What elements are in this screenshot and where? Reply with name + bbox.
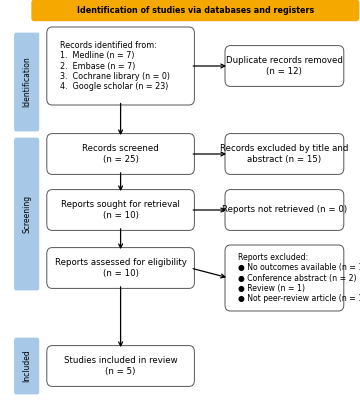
FancyBboxPatch shape: [225, 134, 344, 174]
FancyBboxPatch shape: [14, 138, 39, 290]
FancyBboxPatch shape: [14, 338, 39, 394]
Text: Screening: Screening: [22, 195, 31, 233]
FancyBboxPatch shape: [225, 190, 344, 230]
Text: Reports sought for retrieval
(n = 10): Reports sought for retrieval (n = 10): [61, 200, 180, 220]
FancyBboxPatch shape: [31, 0, 359, 21]
Text: Reports excluded:
● No outcomes available (n = 1)
● Conference abstract (n = 2)
: Reports excluded: ● No outcomes availabl…: [238, 253, 360, 303]
Text: Reports assessed for eligibility
(n = 10): Reports assessed for eligibility (n = 10…: [55, 258, 186, 278]
Text: Records screened
(n = 25): Records screened (n = 25): [82, 144, 159, 164]
Text: Reports not retrieved (n = 0): Reports not retrieved (n = 0): [222, 206, 347, 214]
Text: Duplicate records removed
(n = 12): Duplicate records removed (n = 12): [226, 56, 343, 76]
Text: Identification: Identification: [22, 57, 31, 107]
FancyBboxPatch shape: [47, 134, 194, 174]
FancyBboxPatch shape: [47, 346, 194, 386]
Text: Identification of studies via databases and registers: Identification of studies via databases …: [77, 6, 314, 15]
FancyBboxPatch shape: [14, 33, 39, 131]
FancyBboxPatch shape: [225, 245, 344, 311]
Text: Records identified from:
1.  Medline (n = 7)
2.  Embase (n = 7)
3.  Cochrane lib: Records identified from: 1. Medline (n =…: [60, 41, 170, 91]
FancyBboxPatch shape: [47, 27, 194, 105]
FancyBboxPatch shape: [47, 248, 194, 288]
Text: Records excluded by title and
abstract (n = 15): Records excluded by title and abstract (…: [220, 144, 348, 164]
Text: Studies included in review
(n = 5): Studies included in review (n = 5): [64, 356, 177, 376]
Text: Included: Included: [22, 350, 31, 382]
FancyBboxPatch shape: [225, 46, 344, 86]
FancyBboxPatch shape: [47, 190, 194, 230]
